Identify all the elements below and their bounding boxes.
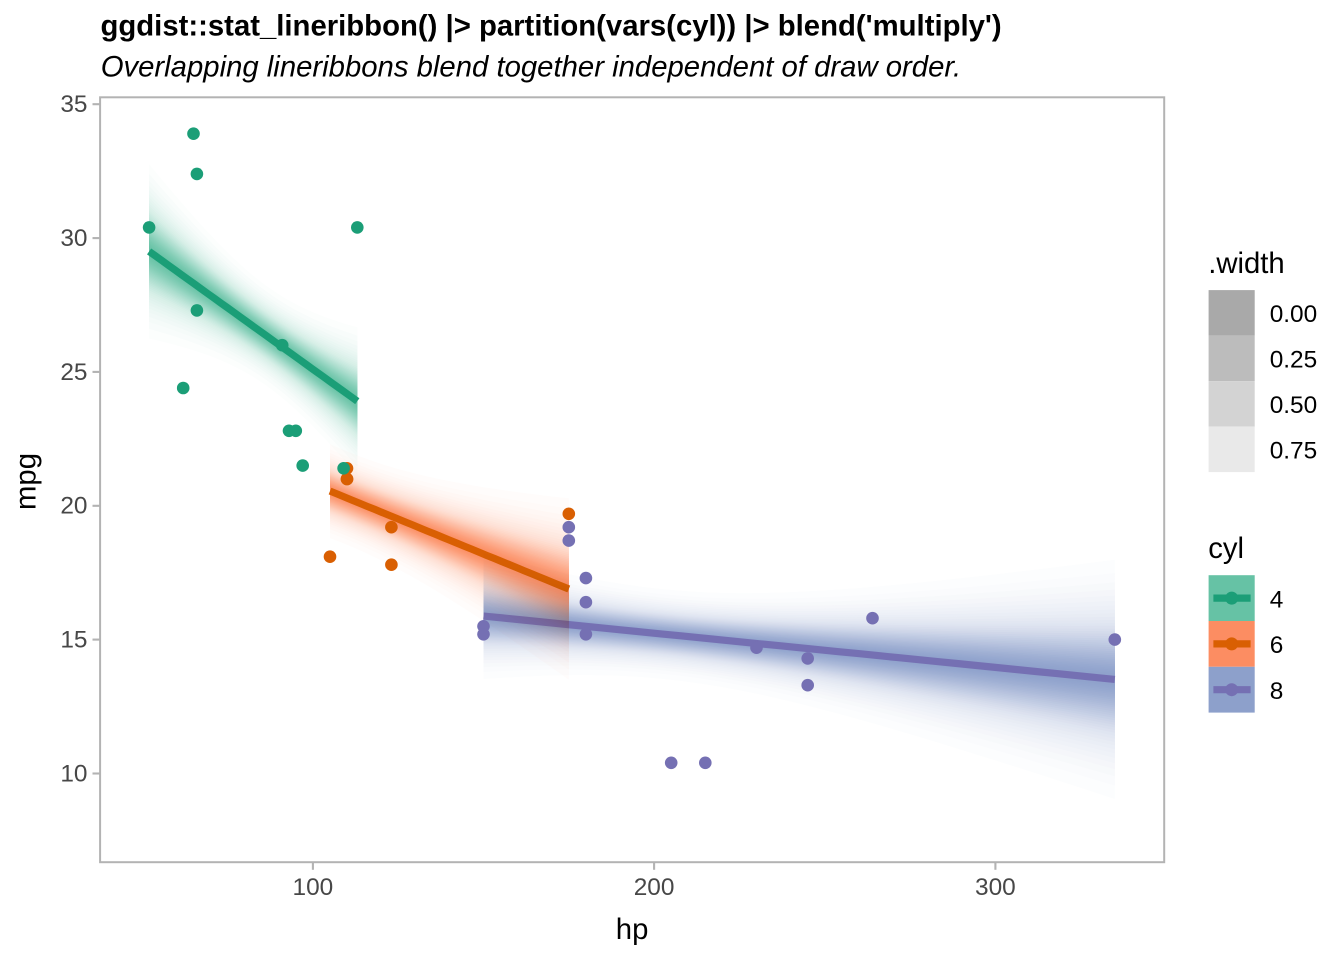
svg-text:4: 4	[1270, 586, 1284, 613]
svg-text:hp: hp	[616, 913, 649, 946]
svg-text:15: 15	[60, 627, 87, 654]
svg-text:10: 10	[60, 760, 87, 787]
svg-text:0.00: 0.00	[1270, 301, 1317, 328]
svg-text:25: 25	[60, 359, 87, 386]
svg-text:.width: .width	[1208, 247, 1285, 280]
svg-text:0.75: 0.75	[1270, 438, 1317, 465]
svg-text:6: 6	[1270, 632, 1284, 659]
svg-text:100: 100	[293, 874, 334, 901]
svg-text:ggdist::stat_lineribbon() |> p: ggdist::stat_lineribbon() |> partition(v…	[101, 9, 1002, 42]
svg-text:0.50: 0.50	[1270, 392, 1317, 419]
svg-text:0.25: 0.25	[1270, 347, 1317, 374]
svg-text:8: 8	[1270, 678, 1284, 705]
svg-text:20: 20	[60, 493, 87, 520]
svg-text:200: 200	[634, 874, 675, 901]
svg-text:35: 35	[60, 91, 87, 118]
svg-text:cyl: cyl	[1208, 532, 1244, 565]
svg-text:30: 30	[60, 225, 87, 252]
svg-text:mpg: mpg	[10, 453, 43, 510]
svg-text:Overlapping lineribbons blend: Overlapping lineribbons blend together i…	[101, 50, 962, 83]
svg-text:300: 300	[975, 874, 1016, 901]
